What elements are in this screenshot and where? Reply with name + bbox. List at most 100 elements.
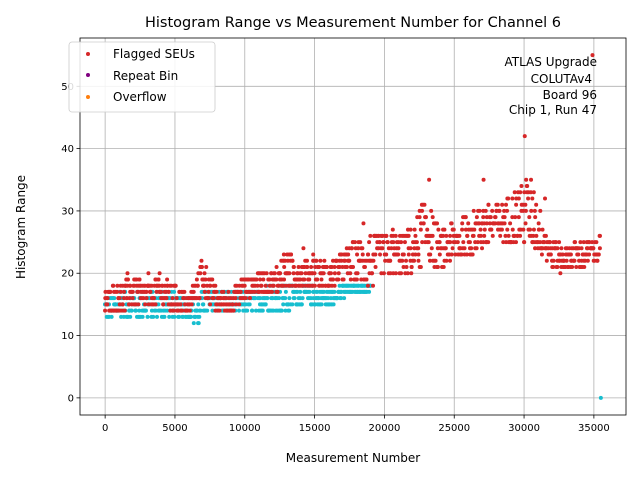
normal-data-point xyxy=(156,302,161,307)
flagged-seu-point xyxy=(275,289,280,294)
flagged-seu-point xyxy=(498,233,503,238)
legend-label-overflow: Overflow xyxy=(113,90,167,104)
flagged-seu-point xyxy=(463,215,468,220)
flagged-seu-point xyxy=(299,271,304,276)
flagged-seu-point xyxy=(362,265,367,269)
flagged-seu-point xyxy=(380,246,385,251)
flagged-seu-point xyxy=(464,252,469,257)
flagged-seu-point xyxy=(482,233,487,238)
flagged-seu-point xyxy=(291,271,296,276)
normal-data-point xyxy=(290,302,295,307)
flagged-seu-point xyxy=(254,277,259,282)
flagged-seu-point xyxy=(420,240,425,245)
normal-data-point xyxy=(205,308,210,313)
flagged-seu-point xyxy=(401,265,406,269)
flagged-seu-point xyxy=(449,252,454,257)
flagged-seu-point xyxy=(572,258,577,263)
flagged-seu-point xyxy=(274,277,279,282)
y-tick-label: 20 xyxy=(61,269,74,280)
flagged-seu-point xyxy=(255,283,260,288)
flagged-seu-point xyxy=(211,296,216,301)
flagged-seu-point xyxy=(291,265,296,269)
flagged-seu-point xyxy=(478,227,483,232)
flagged-seu-point xyxy=(405,271,410,276)
flagged-seu-point xyxy=(105,296,110,301)
flagged-seu-point xyxy=(559,246,564,251)
flagged-seu-point xyxy=(417,215,422,220)
flagged-seu-point xyxy=(429,208,434,213)
flagged-seu-point xyxy=(564,258,569,263)
flagged-seu-point xyxy=(319,277,324,282)
flagged-seu-point xyxy=(533,215,538,220)
flagged-seu-point xyxy=(311,252,316,257)
flagged-seu-point xyxy=(471,208,476,213)
normal-data-point xyxy=(292,296,297,301)
flagged-seu-point xyxy=(366,252,371,257)
flagged-seu-point xyxy=(312,271,317,276)
flagged-seu-point xyxy=(234,302,239,307)
flagged-seu-point xyxy=(487,221,492,226)
flagged-seu-point xyxy=(409,265,414,269)
flagged-seu-point xyxy=(465,233,470,238)
flagged-seu-point xyxy=(413,233,418,238)
flagged-seu-point xyxy=(529,208,534,213)
flagged-seu-point xyxy=(355,271,360,276)
flagged-seu-point xyxy=(435,221,440,226)
flagged-seu-point xyxy=(321,271,326,276)
flagged-seu-point xyxy=(342,258,347,263)
flagged-seu-point xyxy=(337,265,342,269)
flagged-seu-point xyxy=(406,233,411,238)
flagged-seu-point xyxy=(111,283,116,288)
flagged-seu-point xyxy=(477,208,482,213)
normal-data-point xyxy=(281,302,286,307)
flagged-seu-point xyxy=(117,296,122,301)
flagged-seu-point xyxy=(391,240,396,245)
flagged-seu-point xyxy=(486,240,491,245)
flagged-seu-point xyxy=(516,196,521,201)
flagged-seu-point xyxy=(441,227,446,232)
normal-data-point xyxy=(162,314,167,319)
flagged-seu-point xyxy=(585,258,590,263)
flagged-seu-point xyxy=(449,221,454,226)
flagged-seu-point xyxy=(344,265,349,269)
flagged-seu-point xyxy=(481,177,486,182)
flagged-seu-point xyxy=(582,265,587,269)
flagged-seu-point xyxy=(341,277,346,282)
flagged-seu-point xyxy=(290,258,295,263)
flagged-seu-point xyxy=(514,240,518,245)
normal-data-point xyxy=(196,321,201,326)
flagged-seu-point xyxy=(214,289,219,294)
flagged-seu-point xyxy=(534,202,539,207)
flagged-seu-point xyxy=(461,240,466,245)
flagged-seu-point xyxy=(358,240,363,245)
flagged-seu-point xyxy=(359,277,364,282)
flagged-seu-point xyxy=(332,283,337,288)
flagged-seu-point xyxy=(543,233,548,238)
flagged-seu-point xyxy=(187,308,192,313)
flagged-seu-point xyxy=(373,265,378,269)
flagged-seu-point xyxy=(198,271,203,276)
flagged-seu-point xyxy=(570,265,575,269)
flagged-seu-point xyxy=(429,246,434,251)
flagged-seu-point xyxy=(418,227,423,232)
flagged-seu-point xyxy=(497,208,502,213)
flagged-seu-point xyxy=(539,252,544,257)
flagged-seu-point xyxy=(274,265,279,269)
flagged-seu-point xyxy=(502,208,507,213)
flagged-seu-point xyxy=(513,215,518,220)
flagged-seu-point xyxy=(469,246,474,251)
flagged-seu-point xyxy=(180,308,185,313)
flagged-seu-point xyxy=(352,240,357,245)
flagged-seu-point xyxy=(448,258,453,263)
flagged-seu-point xyxy=(309,265,314,269)
flagged-seu-point xyxy=(486,202,491,207)
flagged-seu-point xyxy=(152,296,157,301)
flagged-seu-point xyxy=(435,246,440,251)
x-tick-label: 35000 xyxy=(578,423,610,434)
normal-data-point xyxy=(319,302,324,307)
annotation-line-2: COLUTAv4 xyxy=(531,72,592,86)
flagged-seu-point xyxy=(501,240,506,245)
x-tick-label: 5000 xyxy=(162,423,187,434)
flagged-seu-point xyxy=(166,289,171,294)
flagged-seu-point xyxy=(238,289,243,294)
